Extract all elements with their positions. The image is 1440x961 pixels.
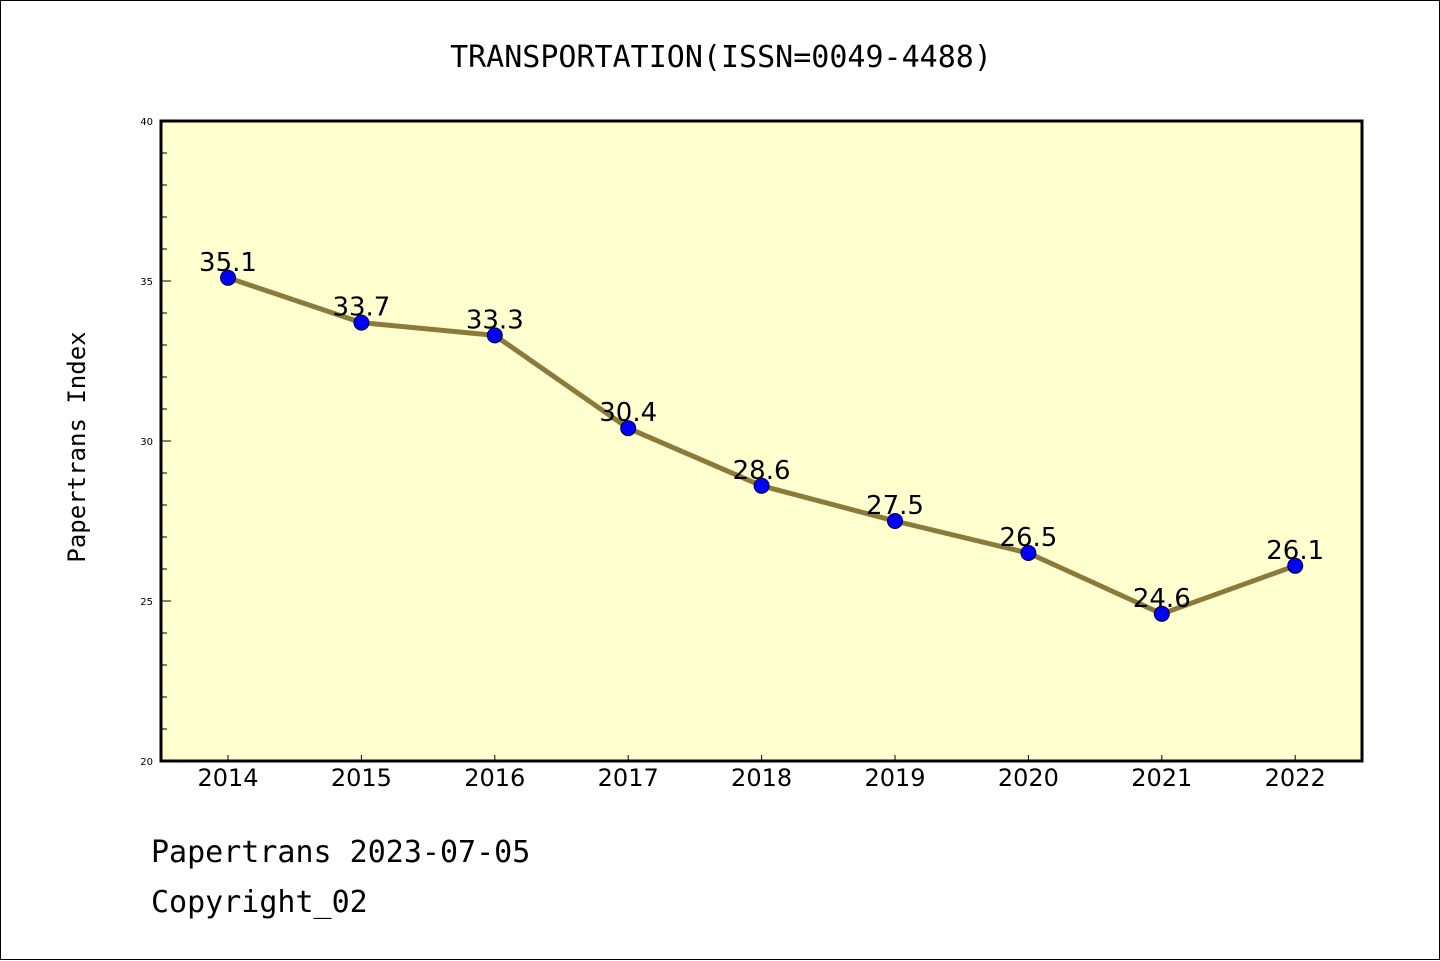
y-tick-label: 20	[140, 757, 153, 768]
data-point	[1153, 605, 1170, 622]
x-tick-label: 2020	[998, 764, 1059, 792]
data-point	[1020, 545, 1037, 561]
data-point	[1287, 557, 1304, 574]
data-label: 35.1	[199, 248, 257, 278]
data-label: 33.3	[466, 305, 524, 335]
footer-copyright: Copyright_02	[151, 885, 368, 920]
data-label: 33.7	[332, 293, 390, 323]
y-tick-label: 35	[140, 277, 153, 288]
data-point	[486, 327, 503, 344]
plot-area	[159, 119, 1364, 763]
data-label: 30.4	[599, 398, 657, 428]
data-point	[220, 269, 236, 286]
y-axis-label: Papertrans Index	[63, 331, 91, 562]
x-tick-label: 2017	[598, 764, 659, 792]
y-tick-label: 25	[140, 597, 153, 608]
x-tick-label: 2015	[331, 764, 392, 792]
chart-title: TRANSPORTATION(ISSN=0049-4488)	[450, 40, 992, 75]
data-point	[753, 477, 770, 494]
x-tick-label: 2021	[1131, 764, 1192, 792]
data-label: 27.5	[866, 491, 924, 521]
data-point	[353, 314, 370, 331]
x-tick-label: 2014	[197, 764, 258, 792]
x-tick-label: 2018	[731, 764, 792, 792]
x-tick-label: 2019	[864, 764, 925, 792]
data-point	[620, 420, 637, 437]
y-tick-label: 40	[140, 117, 153, 128]
data-label: 26.5	[999, 523, 1057, 553]
x-tick-label: 2016	[464, 764, 525, 792]
data-point	[887, 513, 903, 529]
series-index	[220, 269, 1304, 622]
x-axis-ticks: 2014 2015 2016 2017 2018 2019 2020 2021 2022	[197, 755, 1326, 792]
y-tick-label: 30	[140, 437, 153, 448]
data-label: 24.6	[1133, 584, 1191, 614]
y-axis-ticks: 20 25 30 35 40	[140, 117, 171, 768]
data-labels: 35.1 33.7 33.3 30.4 28.6 27.5 26.5 24.6 26.1	[199, 248, 1324, 614]
data-label: 26.1	[1266, 536, 1324, 566]
x-tick-label: 2022	[1265, 764, 1326, 792]
data-label: 28.6	[733, 456, 791, 486]
footer-date: Papertrans 2023-07-05	[151, 835, 531, 870]
